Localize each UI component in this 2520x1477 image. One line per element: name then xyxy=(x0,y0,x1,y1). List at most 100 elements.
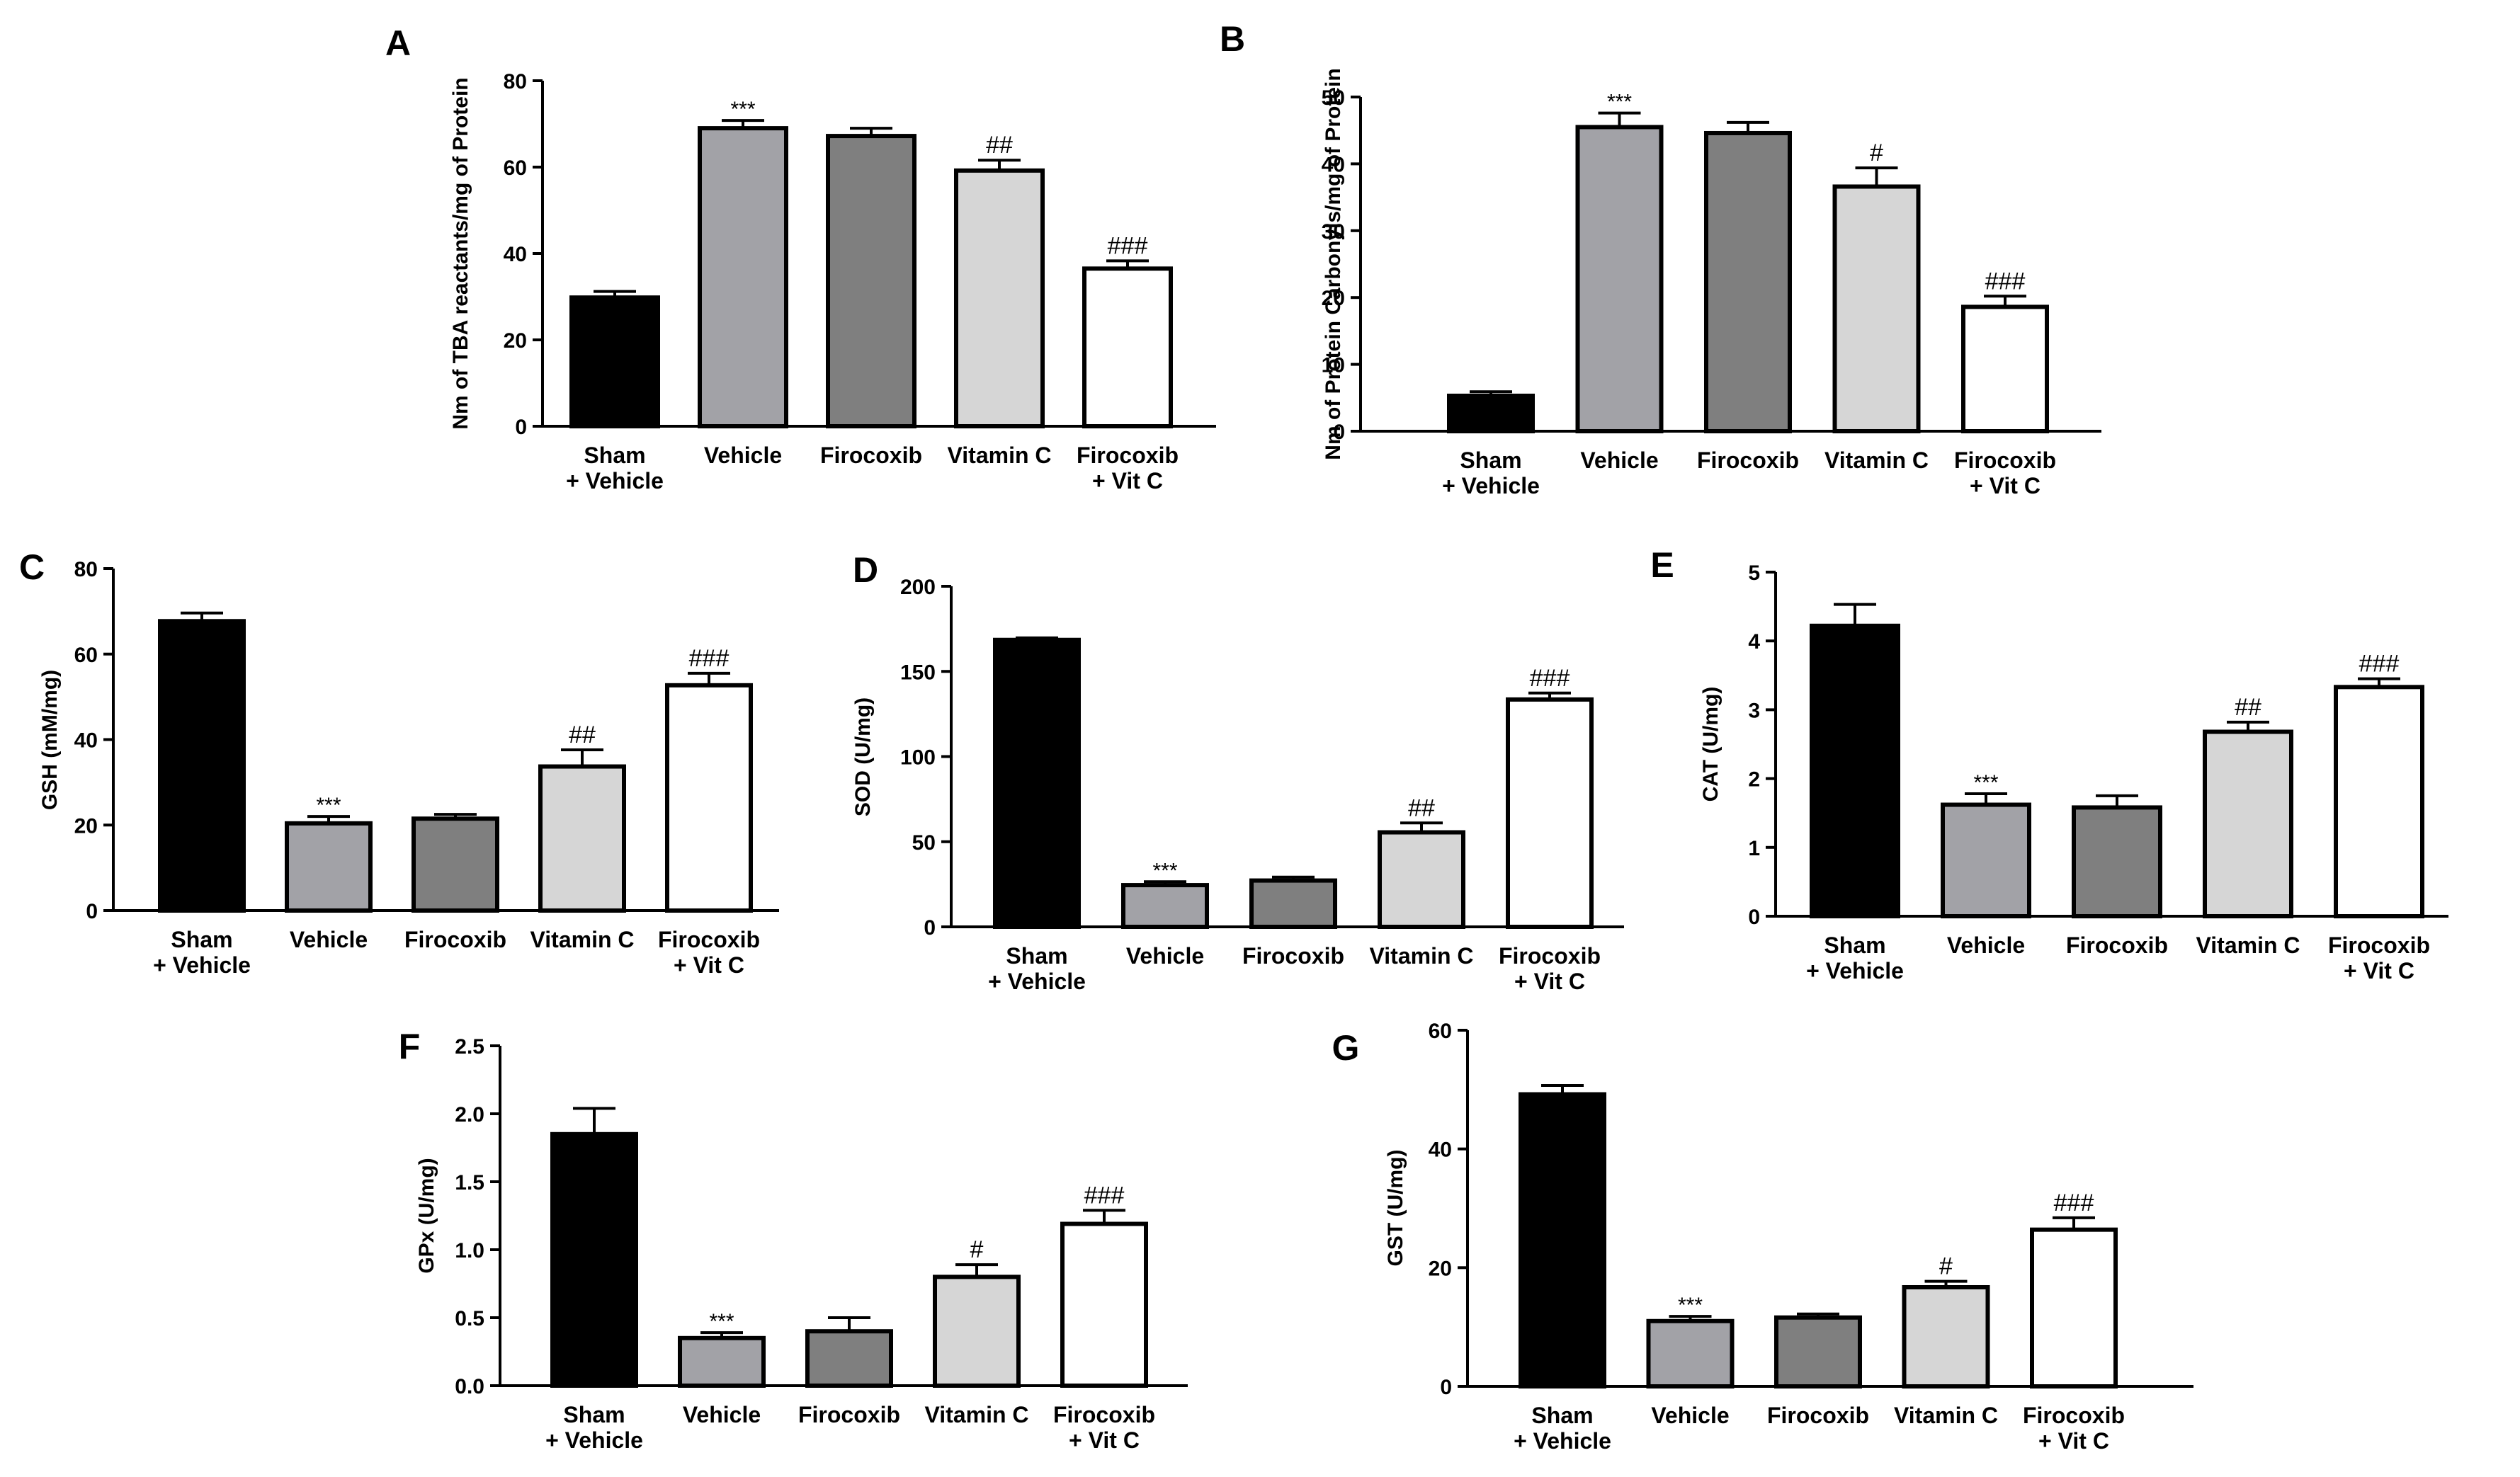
x-category-label: Firocoxib xyxy=(1954,447,2056,473)
y-tick-label: 1.0 xyxy=(455,1239,484,1262)
significance-marker: *** xyxy=(1973,771,1998,794)
panel-label: B xyxy=(1220,19,1245,59)
panel-label: D xyxy=(853,550,878,590)
bar-sham xyxy=(550,1131,638,1388)
y-tick-label: 1.5 xyxy=(455,1171,484,1194)
x-category-label: Firocoxib xyxy=(404,927,506,952)
x-category-label: + Vit C xyxy=(1069,1427,1140,1453)
bar-firocoxib xyxy=(2072,805,2162,918)
x-category-label: Sham xyxy=(1824,933,1885,958)
x-category-label: Vitamin C xyxy=(530,927,635,952)
significance-marker: ### xyxy=(1530,665,1570,692)
y-tick-label: 0 xyxy=(86,900,98,923)
bar-combo xyxy=(1060,1221,1148,1388)
bar-vitamin-c xyxy=(538,764,626,913)
significance-marker: *** xyxy=(316,794,341,817)
x-category-label: Firocoxib xyxy=(1697,447,1799,473)
x-category-label: Vehicle xyxy=(683,1402,761,1427)
x-category-label: + Vehicle xyxy=(988,969,1086,994)
bar-firocoxib xyxy=(1774,1315,1862,1388)
bar-sham xyxy=(993,637,1081,929)
y-tick-label: 10 xyxy=(1322,354,1345,377)
y-axis-label: SOD (U/mg) xyxy=(851,697,875,816)
significance-marker: ### xyxy=(2359,651,2400,678)
x-category-label: Sham xyxy=(563,1402,625,1427)
significance-marker: ### xyxy=(1084,1182,1125,1209)
y-tick-label: 2.5 xyxy=(455,1035,484,1059)
y-tick-label: 40 xyxy=(1322,153,1345,176)
y-tick-label: 80 xyxy=(504,70,527,93)
bar-vehicle xyxy=(1941,802,2031,919)
x-category-label: + Vehicle xyxy=(566,468,664,494)
bar-vitamin-c xyxy=(933,1274,1021,1388)
significance-marker: ### xyxy=(1108,232,1148,259)
x-category-label: Sham xyxy=(171,927,232,952)
x-category-label: Vehicle xyxy=(704,443,782,468)
x-category-label: Vehicle xyxy=(1580,447,1658,473)
x-category-label: + Vehicle xyxy=(1806,958,1904,983)
y-tick-label: 80 xyxy=(74,558,98,581)
x-category-label: + Vit C xyxy=(1970,473,2041,498)
significance-marker: # xyxy=(1939,1253,1953,1280)
y-axis-label: GSH (mM/mg) xyxy=(38,670,62,810)
bar-vitamin-c xyxy=(1832,184,1921,433)
x-category-label: Vitamin C xyxy=(1824,447,1929,473)
significance-marker: ### xyxy=(689,645,730,672)
y-tick-label: 20 xyxy=(1429,1257,1452,1280)
panel-label: A xyxy=(385,23,411,63)
x-category-label: Sham xyxy=(1006,943,1067,969)
bar-firocoxib xyxy=(826,134,916,429)
x-category-label: Vitamin C xyxy=(2196,933,2300,958)
panel-label: G xyxy=(1332,1028,1360,1068)
bar-sham xyxy=(569,295,660,428)
y-tick-label: 20 xyxy=(1322,287,1345,310)
bar-firocoxib xyxy=(1249,878,1337,929)
x-category-label: Vehicle xyxy=(1947,933,2025,958)
panel-label: F xyxy=(399,1027,421,1066)
y-tick-label: 1 xyxy=(1748,837,1760,860)
significance-marker: ### xyxy=(2054,1190,2094,1216)
y-tick-label: 20 xyxy=(504,329,527,353)
bar-vehicle xyxy=(678,1335,766,1388)
x-category-label: Vehicle xyxy=(1126,943,1204,969)
significance-marker: ## xyxy=(1408,794,1435,821)
x-category-label: Firocoxib xyxy=(798,1402,900,1427)
y-tick-label: 0 xyxy=(1748,906,1760,929)
x-category-label: Firocoxib xyxy=(658,927,760,952)
x-category-label: Firocoxib xyxy=(2023,1403,2125,1428)
y-tick-label: 0 xyxy=(1333,421,1345,444)
x-category-label: Firocoxib xyxy=(1242,943,1344,969)
y-axis-label: Nm of TBA reactants/mg of Protein xyxy=(449,77,472,429)
y-tick-label: 0 xyxy=(515,416,527,439)
x-category-label: + Vehicle xyxy=(1442,473,1540,498)
significance-marker: # xyxy=(1870,139,1883,166)
y-tick-label: 20 xyxy=(74,814,98,838)
significance-marker: ## xyxy=(569,722,596,748)
significance-marker: *** xyxy=(730,98,755,121)
panel-e: E CAT (U/mg) 0 1 2 3 4 5 Sham+ Vehicle *** Vehicle… xyxy=(1650,545,2448,983)
x-category-label: Firocoxib xyxy=(820,443,922,468)
x-category-label: Vitamin C xyxy=(1370,943,1474,969)
y-axis-label: GPx (U/mg) xyxy=(415,1158,438,1273)
bar-vitamin-c xyxy=(954,168,1045,428)
significance-marker: ## xyxy=(986,132,1013,159)
y-tick-label: 60 xyxy=(1429,1020,1452,1043)
x-category-label: Firocoxib xyxy=(2328,933,2430,958)
x-category-label: Firocoxib xyxy=(2066,933,2168,958)
y-tick-label: 60 xyxy=(504,156,527,180)
y-tick-label: 50 xyxy=(1322,86,1345,110)
y-tick-label: 2 xyxy=(1748,768,1760,792)
y-axis-label: Nm of Protein Carbonyls/mg of Protein xyxy=(1322,68,1345,460)
bar-firocoxib xyxy=(412,816,499,913)
bar-sham xyxy=(1519,1092,1606,1389)
panel-a: A Nm of TBA reactants/mg of Protein 0 20 40 6… xyxy=(385,23,1216,494)
x-category-label: Firocoxib xyxy=(1077,443,1179,468)
bar-vitamin-c xyxy=(2203,729,2293,919)
bar-combo xyxy=(2030,1227,2118,1389)
panel-d: D SOD (U/mg) 0 50 100 150 200 Sham+ Vehicle *** V… xyxy=(851,550,1624,994)
bar-vitamin-c xyxy=(1902,1284,1990,1388)
x-category-label: + Vit C xyxy=(674,952,744,978)
x-category-label: Firocoxib xyxy=(1499,943,1601,969)
